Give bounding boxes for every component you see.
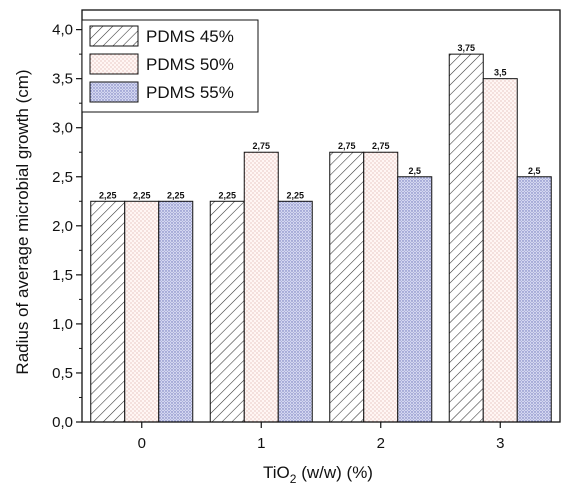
legend-swatch bbox=[89, 81, 139, 103]
bars-group bbox=[90, 53, 552, 423]
y-tick-label: 0,0 bbox=[52, 414, 73, 431]
bar-pdms-55--1 bbox=[277, 200, 313, 423]
x-axis-label-rest: (w/w) (%) bbox=[296, 463, 372, 482]
bar-pdms-50--1 bbox=[243, 151, 279, 423]
y-tick-label: 3,5 bbox=[52, 71, 73, 88]
bar-pdms-45--0 bbox=[90, 200, 126, 423]
bar-pdms-45--3 bbox=[448, 53, 484, 423]
data-label: 2,5 bbox=[528, 166, 541, 176]
y-tick-label: 2,0 bbox=[52, 218, 73, 235]
bar-pdms-55--0 bbox=[158, 200, 194, 423]
data-label: 2,75 bbox=[338, 141, 356, 151]
x-axis-label-subscript: 2 bbox=[290, 472, 297, 484]
plot-frame bbox=[81, 9, 561, 423]
legend-label: PDMS 45% bbox=[146, 27, 234, 46]
bar-pdms-55--2 bbox=[397, 176, 433, 423]
data-label: 2,25 bbox=[167, 190, 185, 200]
data-label: 2,25 bbox=[286, 190, 304, 200]
bar-pdms-55--3 bbox=[516, 176, 552, 423]
data-label: 2,75 bbox=[372, 141, 390, 151]
y-tick-label: 0,5 bbox=[52, 365, 73, 382]
data-label: 2,25 bbox=[133, 190, 151, 200]
y-tick-label: 4,0 bbox=[52, 22, 73, 39]
x-tick-label: 0 bbox=[138, 435, 146, 452]
legend-swatch bbox=[89, 25, 139, 47]
bar-pdms-50--0 bbox=[124, 200, 160, 423]
x-tick-label: 1 bbox=[257, 435, 265, 452]
x-axis-label: TiO2 (w/w) (%) bbox=[263, 463, 373, 484]
data-label: 2,25 bbox=[218, 190, 236, 200]
x-axis: 0 1 2 3 bbox=[138, 422, 504, 452]
legend: PDMS 45% PDMS 50% PDMS 55% bbox=[81, 19, 259, 113]
y-tick-label: 1,5 bbox=[52, 267, 73, 284]
legend-label: PDMS 50% bbox=[146, 55, 234, 74]
y-tick-label: 1,0 bbox=[52, 316, 73, 333]
data-label: 2,75 bbox=[252, 141, 270, 151]
legend-swatch bbox=[89, 53, 139, 75]
y-tick-label: 2,5 bbox=[52, 169, 73, 186]
bar-pdms-50--3 bbox=[482, 78, 518, 423]
bar-pdms-50--2 bbox=[363, 151, 399, 423]
data-label: 3,75 bbox=[457, 43, 475, 53]
data-label: 3,5 bbox=[494, 68, 507, 78]
y-axis-label: Radius of average microbial growth (cm) bbox=[13, 69, 32, 374]
y-axis: 0,0 0,5 1,0 1,5 2,0 2,5 3,0 3,5 4,0 bbox=[52, 22, 82, 431]
x-axis-label-main: TiO bbox=[263, 463, 290, 482]
data-label: 2,5 bbox=[408, 166, 421, 176]
bar-pdms-45--2 bbox=[329, 151, 365, 423]
data-labels-group: 2,25 2,25 2,25 2,25 2,75 2,25 2,75 2,75 2,5 3,75 3… bbox=[99, 43, 541, 200]
data-label: 2,25 bbox=[99, 190, 117, 200]
bar-pdms-45--1 bbox=[209, 200, 245, 423]
x-tick-label: 3 bbox=[496, 435, 504, 452]
y-tick-label: 3,0 bbox=[52, 120, 73, 137]
legend-label: PDMS 55% bbox=[146, 83, 234, 102]
x-tick-label: 2 bbox=[377, 435, 385, 452]
